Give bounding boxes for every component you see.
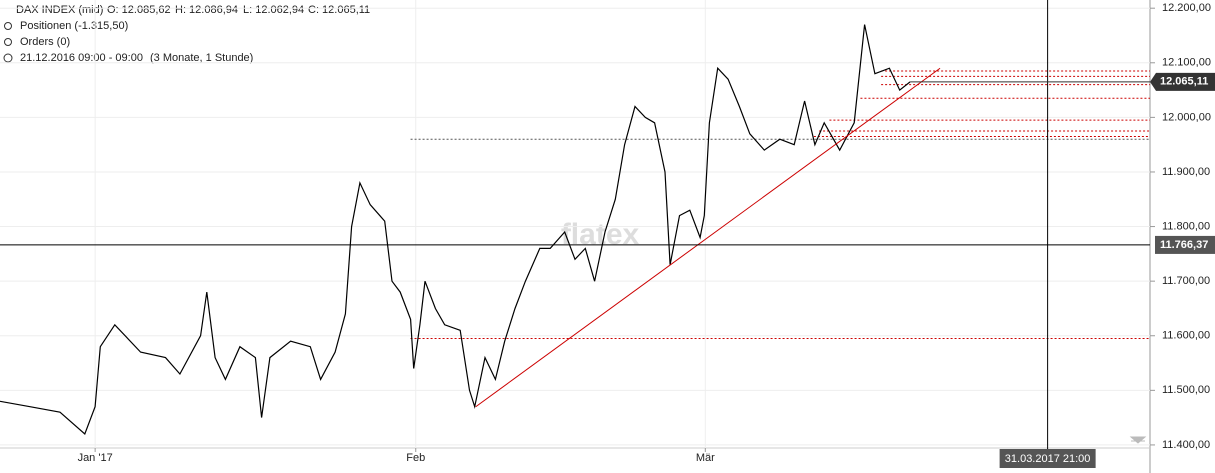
y-tick-label: 11.600,00: [1162, 330, 1210, 342]
close: C: 12.065,11: [308, 4, 370, 16]
current-price-label: 12.065,11: [1160, 76, 1208, 88]
open: O: 12.085,62: [107, 4, 171, 16]
low: L: 12.062,94: [243, 4, 304, 16]
crosshair-x-label: 31.03.2017 21:00: [1005, 453, 1091, 465]
y-tick-label: 11.400,00: [1162, 439, 1210, 451]
orders[interactable]: Orders (0): [20, 36, 70, 48]
crosshair-y-label: 11.766,37: [1160, 239, 1208, 251]
x-tick-label: Mär: [696, 452, 715, 464]
icon: [3, 53, 13, 63]
trendline: [475, 67, 941, 408]
price-line: [0, 24, 911, 436]
x-tick-label: Jan '17: [78, 452, 113, 464]
instrument: DAX INDEX (mid): [16, 4, 103, 16]
crosshair-y-box: [1155, 235, 1215, 254]
high: H: 12.086,94: [175, 4, 238, 16]
current-price-box: [1150, 72, 1215, 91]
y-tick-label: 11.800,00: [1162, 220, 1210, 232]
y-tick-label: 12.200,00: [1162, 2, 1211, 14]
y-tick-label: 11.700,00: [1162, 275, 1210, 287]
crosshair-x-box: [999, 449, 1096, 468]
watermark: flatex: [561, 218, 640, 251]
x-tick-label: Feb: [406, 452, 425, 464]
y-tick-label: 12.000,00: [1162, 111, 1211, 123]
y-tick-label: 11.900,00: [1162, 166, 1210, 178]
icon: [4, 38, 12, 46]
scroll-icon[interactable]: [1129, 436, 1147, 444]
period: 21.12.2016 09:00 - 09:00: [20, 52, 143, 64]
y-tick-label: 11.500,00: [1162, 384, 1210, 396]
positions[interactable]: Positionen (-1.315,50): [20, 20, 128, 32]
icon: [4, 22, 12, 30]
y-tick-label: 12.100,00: [1162, 57, 1211, 69]
range: (3 Monate, 1 Stunde): [150, 52, 253, 64]
